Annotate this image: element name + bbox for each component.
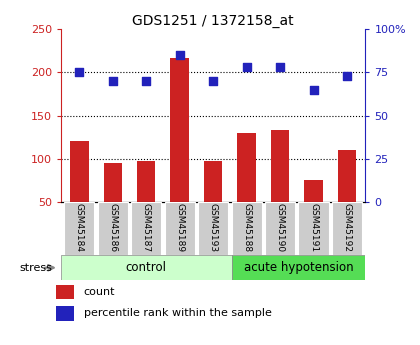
- Point: [310, 87, 317, 92]
- Bar: [165, 202, 195, 255]
- Text: GSM45189: GSM45189: [175, 204, 184, 253]
- Text: percentile rank within the sample: percentile rank within the sample: [84, 308, 272, 318]
- Bar: [265, 202, 295, 255]
- Text: GSM45188: GSM45188: [242, 204, 251, 253]
- Bar: [231, 202, 262, 255]
- Bar: [137, 161, 155, 202]
- Point: [243, 65, 250, 70]
- Text: count: count: [84, 287, 115, 297]
- Bar: [70, 141, 89, 202]
- Bar: [55, 285, 74, 299]
- Text: GSM45191: GSM45191: [309, 204, 318, 253]
- Bar: [299, 202, 328, 255]
- Text: GSM45192: GSM45192: [342, 204, 352, 253]
- Bar: [332, 202, 362, 255]
- Text: GSM45193: GSM45193: [209, 204, 218, 253]
- Point: [143, 78, 150, 84]
- Point: [344, 73, 350, 79]
- Bar: [61, 255, 231, 280]
- Bar: [98, 202, 128, 255]
- Point: [277, 65, 284, 70]
- Bar: [304, 180, 323, 202]
- Bar: [204, 161, 222, 202]
- Bar: [271, 130, 289, 202]
- Point: [210, 78, 217, 84]
- Text: stress: stress: [20, 263, 52, 273]
- Bar: [55, 306, 74, 321]
- Text: acute hypotension: acute hypotension: [244, 261, 353, 274]
- Text: GSM45184: GSM45184: [75, 204, 84, 253]
- Bar: [171, 58, 189, 202]
- Text: control: control: [126, 261, 167, 274]
- Bar: [231, 255, 365, 280]
- Bar: [64, 202, 94, 255]
- Bar: [338, 150, 356, 202]
- Text: GSM45190: GSM45190: [276, 204, 285, 253]
- Bar: [198, 202, 228, 255]
- Text: GSM45187: GSM45187: [142, 204, 151, 253]
- Text: GSM45186: GSM45186: [108, 204, 117, 253]
- Bar: [104, 163, 122, 202]
- Bar: [237, 133, 256, 202]
- Point: [176, 52, 183, 58]
- Point: [109, 78, 116, 84]
- Point: [76, 70, 83, 75]
- Bar: [131, 202, 161, 255]
- Title: GDS1251 / 1372158_at: GDS1251 / 1372158_at: [132, 14, 294, 28]
